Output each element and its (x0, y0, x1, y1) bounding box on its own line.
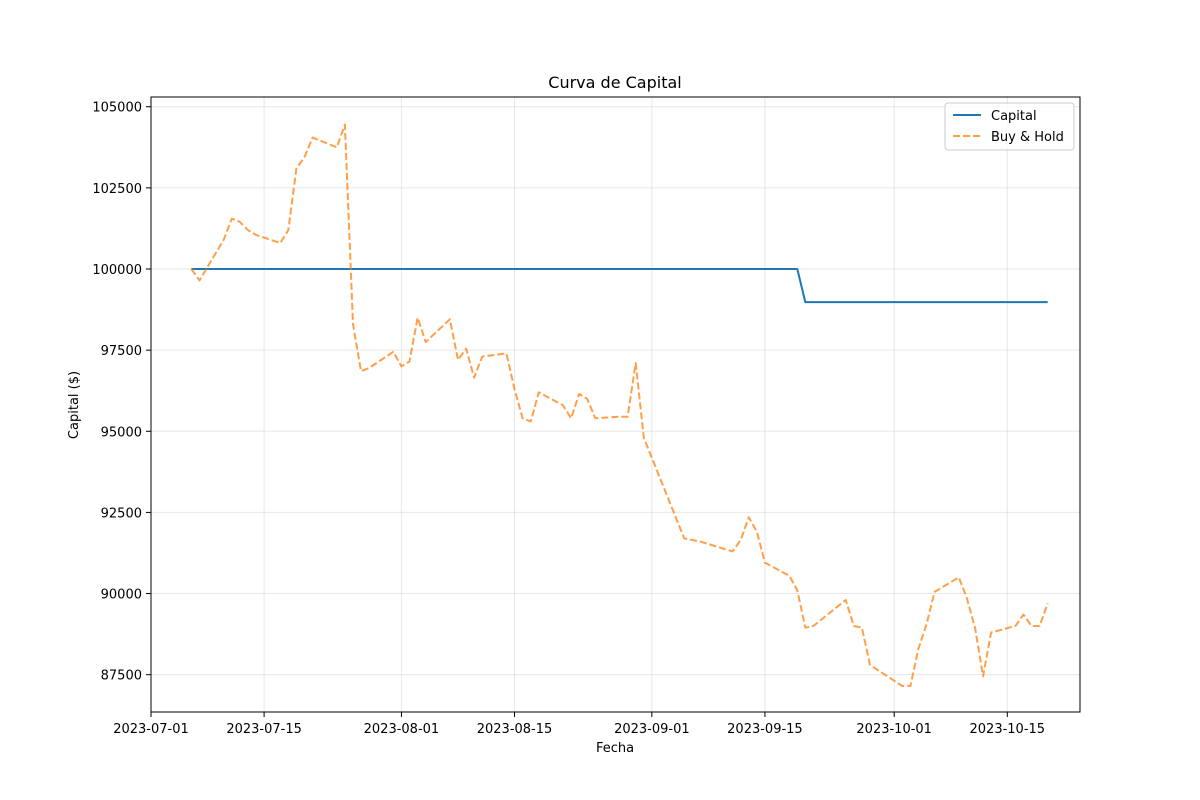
y-tick-label: 102500 (92, 182, 142, 197)
series-line-capital (191, 268, 1048, 304)
x-axis-label: Fecha (596, 741, 634, 756)
y-tick-label: 105000 (92, 101, 142, 116)
legend: Capital Buy & Hold (944, 102, 1075, 151)
series-line-buy-hold (190, 123, 1049, 687)
axes-frame (150, 96, 1081, 713)
legend-label: Capital (991, 109, 1037, 124)
x-tick-label: 2023-10-15 (970, 722, 1046, 737)
y-axis-label: Capital ($) (67, 371, 82, 439)
y-tick-label: 97500 (101, 344, 142, 359)
x-tick-label: 2023-09-01 (614, 722, 690, 737)
x-tick-label: 2023-07-01 (113, 722, 189, 737)
y-tick-label: 92500 (101, 506, 142, 521)
x-axis-ticks: 2023-07-01 2023-07-15 2023-08-01 2023-08-15… (113, 712, 1045, 737)
chart-title: Curva de Capital (548, 73, 681, 92)
y-tick-label: 90000 (101, 588, 142, 603)
x-tick-label: 2023-08-01 (364, 722, 440, 737)
y-tick-label: 87500 (101, 669, 142, 684)
x-tick-label: 2023-10-01 (856, 722, 932, 737)
legend-label: Buy & Hold (991, 130, 1064, 145)
x-tick-label: 2023-08-15 (477, 722, 553, 737)
plot-series (190, 123, 1049, 687)
y-axis-ticks: 87500 90000 92500 95000 97500 100000 102500 105… (92, 101, 151, 684)
y-tick-label: 95000 (101, 425, 142, 440)
x-tick-label: 2023-07-15 (226, 722, 302, 737)
y-tick-label: 100000 (92, 263, 142, 278)
x-tick-label: 2023-09-15 (727, 722, 803, 737)
